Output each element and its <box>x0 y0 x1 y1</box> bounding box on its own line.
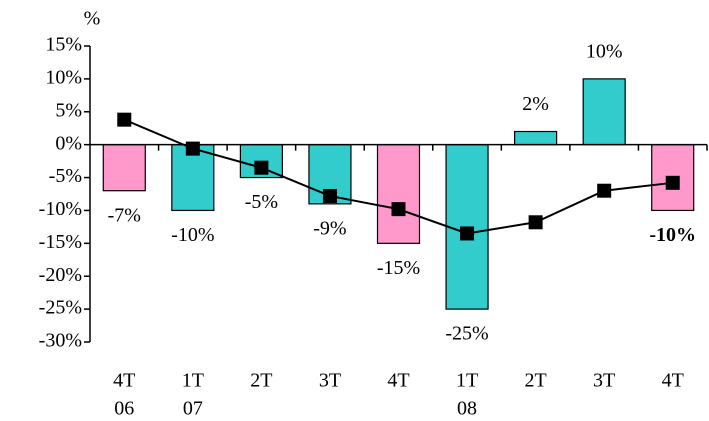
y-tick-label: 5% <box>55 99 82 121</box>
x-tick-label: 4T <box>113 370 135 392</box>
value-label: -9% <box>313 217 346 239</box>
x-tick-label: 1T <box>456 370 478 392</box>
x-tick-label: 4T <box>662 370 684 392</box>
bar <box>582 78 626 146</box>
line-marker <box>597 183 612 198</box>
value-label: -15% <box>377 257 420 279</box>
bar <box>376 144 421 244</box>
x-tick-label: 2T <box>250 370 272 392</box>
y-axis-label: % <box>84 8 101 30</box>
value-label: -7% <box>108 204 141 226</box>
value-label: -5% <box>245 191 278 213</box>
y-tick-label: -20% <box>39 264 82 286</box>
line-marker <box>185 141 200 156</box>
x-tick-label: 3T <box>319 370 341 392</box>
x-tick-label: 2T <box>525 370 547 392</box>
y-tick-label: -25% <box>39 297 82 319</box>
bar <box>514 130 558 146</box>
line-marker <box>254 160 269 175</box>
y-tick-label: 0% <box>55 132 82 154</box>
x-tick-label: 08 <box>457 398 477 420</box>
x-tick-label: 1T <box>182 370 204 392</box>
y-tick-label: 10% <box>45 66 82 88</box>
line-marker <box>117 112 132 127</box>
value-label: 10% <box>586 40 623 62</box>
bar <box>171 144 215 212</box>
value-label: -10% <box>171 224 214 246</box>
y-tick-label: -10% <box>39 198 82 220</box>
x-tick-label: 3T <box>593 370 615 392</box>
value-label: -10% <box>649 224 696 246</box>
line-marker <box>665 175 680 190</box>
line-marker <box>391 202 406 217</box>
value-label: -25% <box>445 323 488 345</box>
y-tick-label: -30% <box>39 330 82 352</box>
x-tick-label: 07 <box>183 398 203 420</box>
x-tick-label: 4T <box>387 370 409 392</box>
x-tick-label: 06 <box>114 398 134 420</box>
value-label: 2% <box>522 93 549 115</box>
bar <box>102 144 146 192</box>
line-marker <box>460 226 475 241</box>
y-tick-label: 15% <box>45 34 82 56</box>
y-tick-label: -5% <box>49 165 82 187</box>
line-marker <box>528 215 543 230</box>
line-marker <box>322 188 337 203</box>
y-tick-label: -15% <box>39 231 82 253</box>
